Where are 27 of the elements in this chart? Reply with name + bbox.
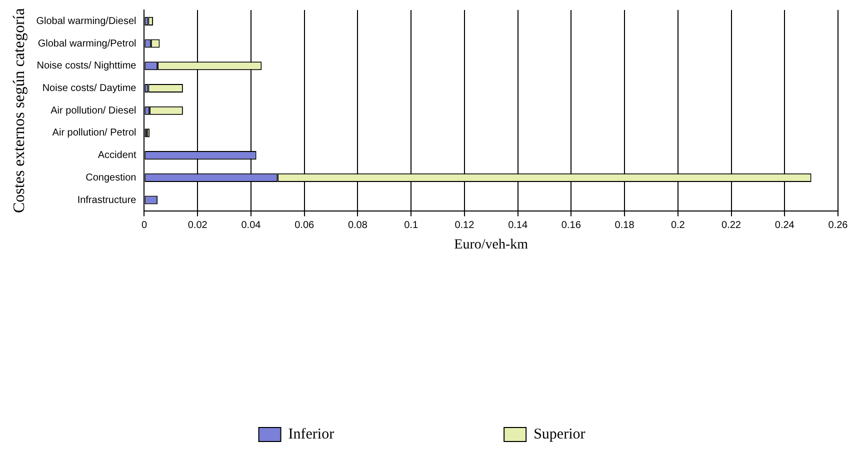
y-tick-label: Air pollution/ Petrol — [52, 128, 136, 139]
y-tick-label: Noise costs/ Daytime — [42, 82, 137, 94]
x-tick-label: 0.14 — [508, 220, 528, 231]
x-tick-label: 0.18 — [614, 220, 635, 231]
x-axis-title: Euro/veh-km — [454, 237, 528, 252]
x-tick-label: 0.22 — [722, 220, 742, 231]
legend-label: Superior — [534, 426, 586, 442]
y-tick-label: Infrastructure — [77, 194, 137, 206]
x-tick-label: 0.08 — [348, 220, 368, 231]
x-tick-label: 0 — [141, 220, 148, 231]
x-tick-label: 0.12 — [454, 220, 475, 231]
y-axis-title: Costes externos según categoría — [10, 8, 28, 214]
y-tick-label: Air pollution/ Diesel — [50, 105, 136, 116]
x-tick-label: 0.06 — [294, 220, 315, 231]
x-tick-label: 0.2 — [670, 220, 686, 231]
x-tick-label: 0.24 — [774, 220, 795, 231]
x-tick-label: 0.26 — [828, 220, 848, 231]
x-tick-label: 0.04 — [241, 220, 262, 231]
x-tick-label: 0.16 — [561, 220, 582, 231]
legend-label: Inferior — [288, 426, 334, 442]
x-tick-label: 0.02 — [188, 220, 208, 231]
y-tick-label: Global warming/Petrol — [38, 38, 136, 50]
y-tick-label: Noise costs/ Nighttime — [36, 60, 137, 72]
y-tick-label: Global warming/Diesel — [36, 16, 136, 27]
y-tick-label: Accident — [98, 150, 136, 162]
x-tick-label: 0.1 — [404, 220, 418, 231]
y-tick-label: Congestion — [86, 172, 136, 184]
